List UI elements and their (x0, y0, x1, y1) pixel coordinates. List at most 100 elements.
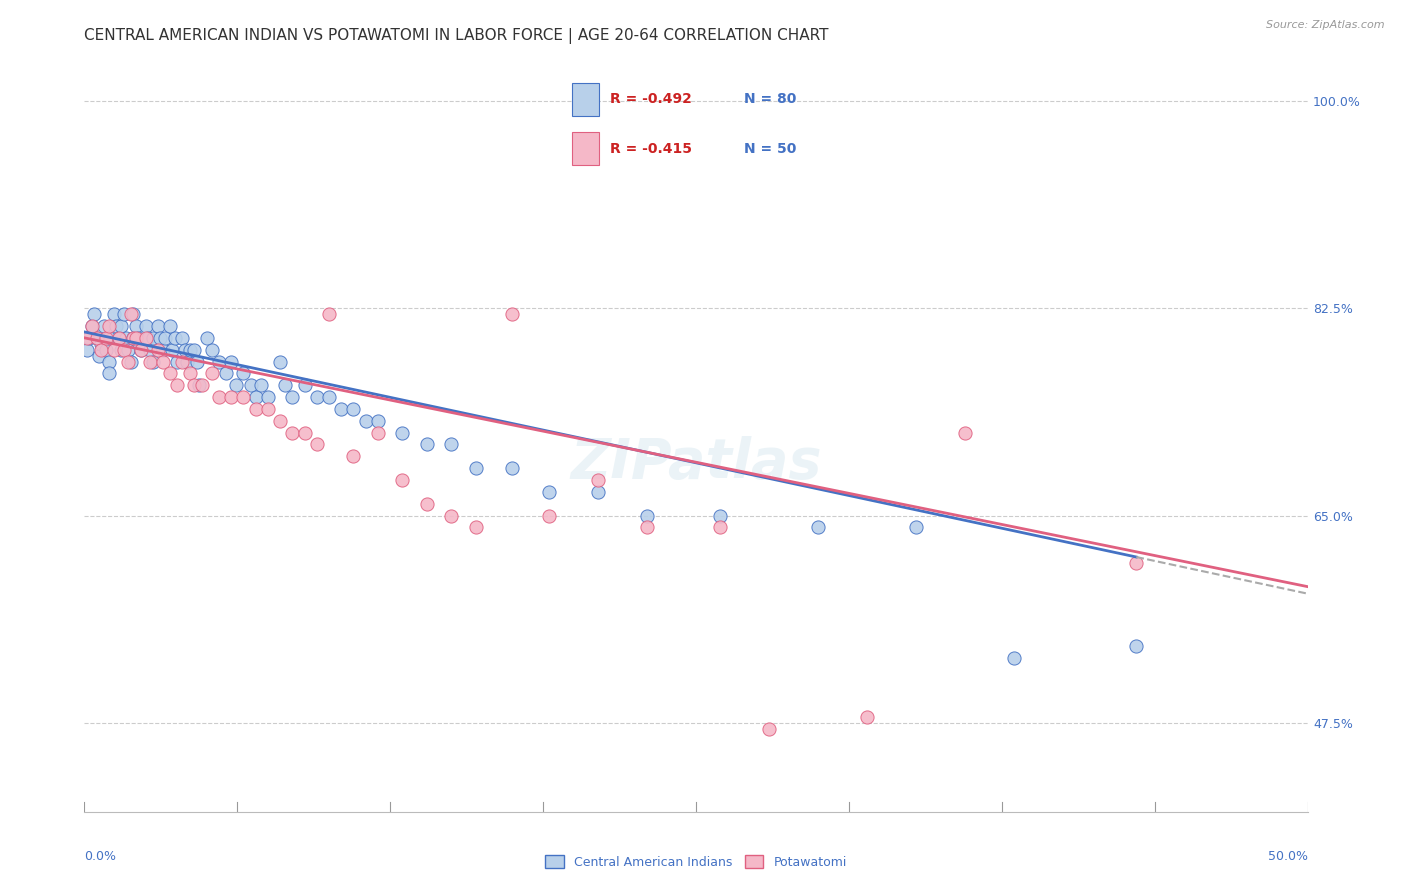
Point (538, 484, 561, 499)
Point (107, 331, 129, 345)
Point (269, 414, 291, 428)
Point (191, 378, 214, 392)
Point (122, 307, 145, 321)
Point (179, 343, 201, 357)
Point (166, 378, 188, 392)
Point (135, 318, 157, 333)
Point (330, 401, 353, 416)
Point (391, 473, 413, 487)
Point (103, 307, 125, 321)
Point (464, 461, 486, 475)
Point (354, 414, 377, 428)
Point (117, 354, 139, 368)
Point (416, 497, 439, 511)
Point (120, 307, 142, 321)
Point (90, 336, 112, 351)
Point (440, 508, 463, 523)
Point (232, 367, 254, 381)
Point (758, 722, 780, 736)
Point (125, 331, 148, 345)
Point (219, 354, 242, 368)
Point (172, 354, 194, 368)
Point (1002, 650, 1025, 665)
Point (152, 354, 174, 368)
Point (709, 508, 731, 523)
Point (305, 390, 328, 404)
Point (146, 318, 169, 333)
Point (281, 390, 304, 404)
Point (129, 343, 152, 357)
Point (342, 450, 364, 464)
Point (97, 367, 120, 381)
Point (709, 520, 731, 534)
Point (76, 343, 98, 357)
Point (125, 318, 148, 333)
Point (96, 331, 118, 345)
Point (281, 425, 304, 440)
Point (179, 367, 201, 381)
Point (152, 343, 174, 357)
Point (294, 425, 316, 440)
Point (1125, 556, 1147, 570)
Point (122, 331, 145, 345)
Point (97, 354, 120, 368)
Point (195, 331, 218, 345)
Point (162, 343, 184, 357)
Point (83, 307, 105, 321)
Point (856, 710, 879, 724)
Point (239, 378, 262, 392)
Point (586, 484, 609, 499)
Point (129, 343, 152, 357)
Point (208, 354, 231, 368)
Text: 0.0%: 0.0% (84, 849, 117, 863)
Point (142, 354, 165, 368)
Point (172, 331, 194, 345)
Point (96, 343, 118, 357)
Point (142, 331, 165, 345)
Point (188, 378, 211, 392)
Point (502, 461, 524, 475)
Point (76, 331, 98, 345)
Point (97, 318, 120, 333)
Point (173, 343, 195, 357)
Point (1125, 639, 1147, 653)
Point (103, 343, 125, 357)
Point (136, 331, 159, 345)
Point (232, 390, 254, 404)
Point (294, 378, 316, 392)
Point (110, 318, 132, 333)
Point (163, 331, 186, 345)
Legend: Central American Indians, Potawatomi: Central American Indians, Potawatomi (540, 850, 852, 873)
Point (122, 331, 145, 345)
Point (77, 331, 100, 345)
Point (93, 318, 115, 333)
Point (636, 508, 658, 523)
Point (807, 520, 830, 534)
Point (146, 343, 169, 357)
Point (245, 390, 267, 404)
Point (115, 331, 138, 345)
Point (176, 354, 198, 368)
Point (245, 401, 267, 416)
Point (110, 343, 132, 357)
Point (200, 343, 222, 357)
Point (120, 354, 142, 368)
Point (416, 437, 439, 451)
Point (953, 425, 976, 440)
Point (274, 378, 297, 392)
Point (80, 318, 103, 333)
Point (107, 331, 129, 345)
Text: Source: ZipAtlas.com: Source: ZipAtlas.com (1267, 20, 1385, 29)
Point (538, 508, 561, 523)
Point (86, 331, 108, 345)
Text: ZIPatlas: ZIPatlas (571, 436, 821, 490)
Point (200, 367, 222, 381)
Point (225, 378, 247, 392)
Point (318, 307, 340, 321)
Point (391, 425, 413, 440)
Point (117, 343, 139, 357)
Point (139, 343, 162, 357)
Point (367, 414, 389, 428)
Point (257, 390, 280, 404)
Point (186, 354, 208, 368)
